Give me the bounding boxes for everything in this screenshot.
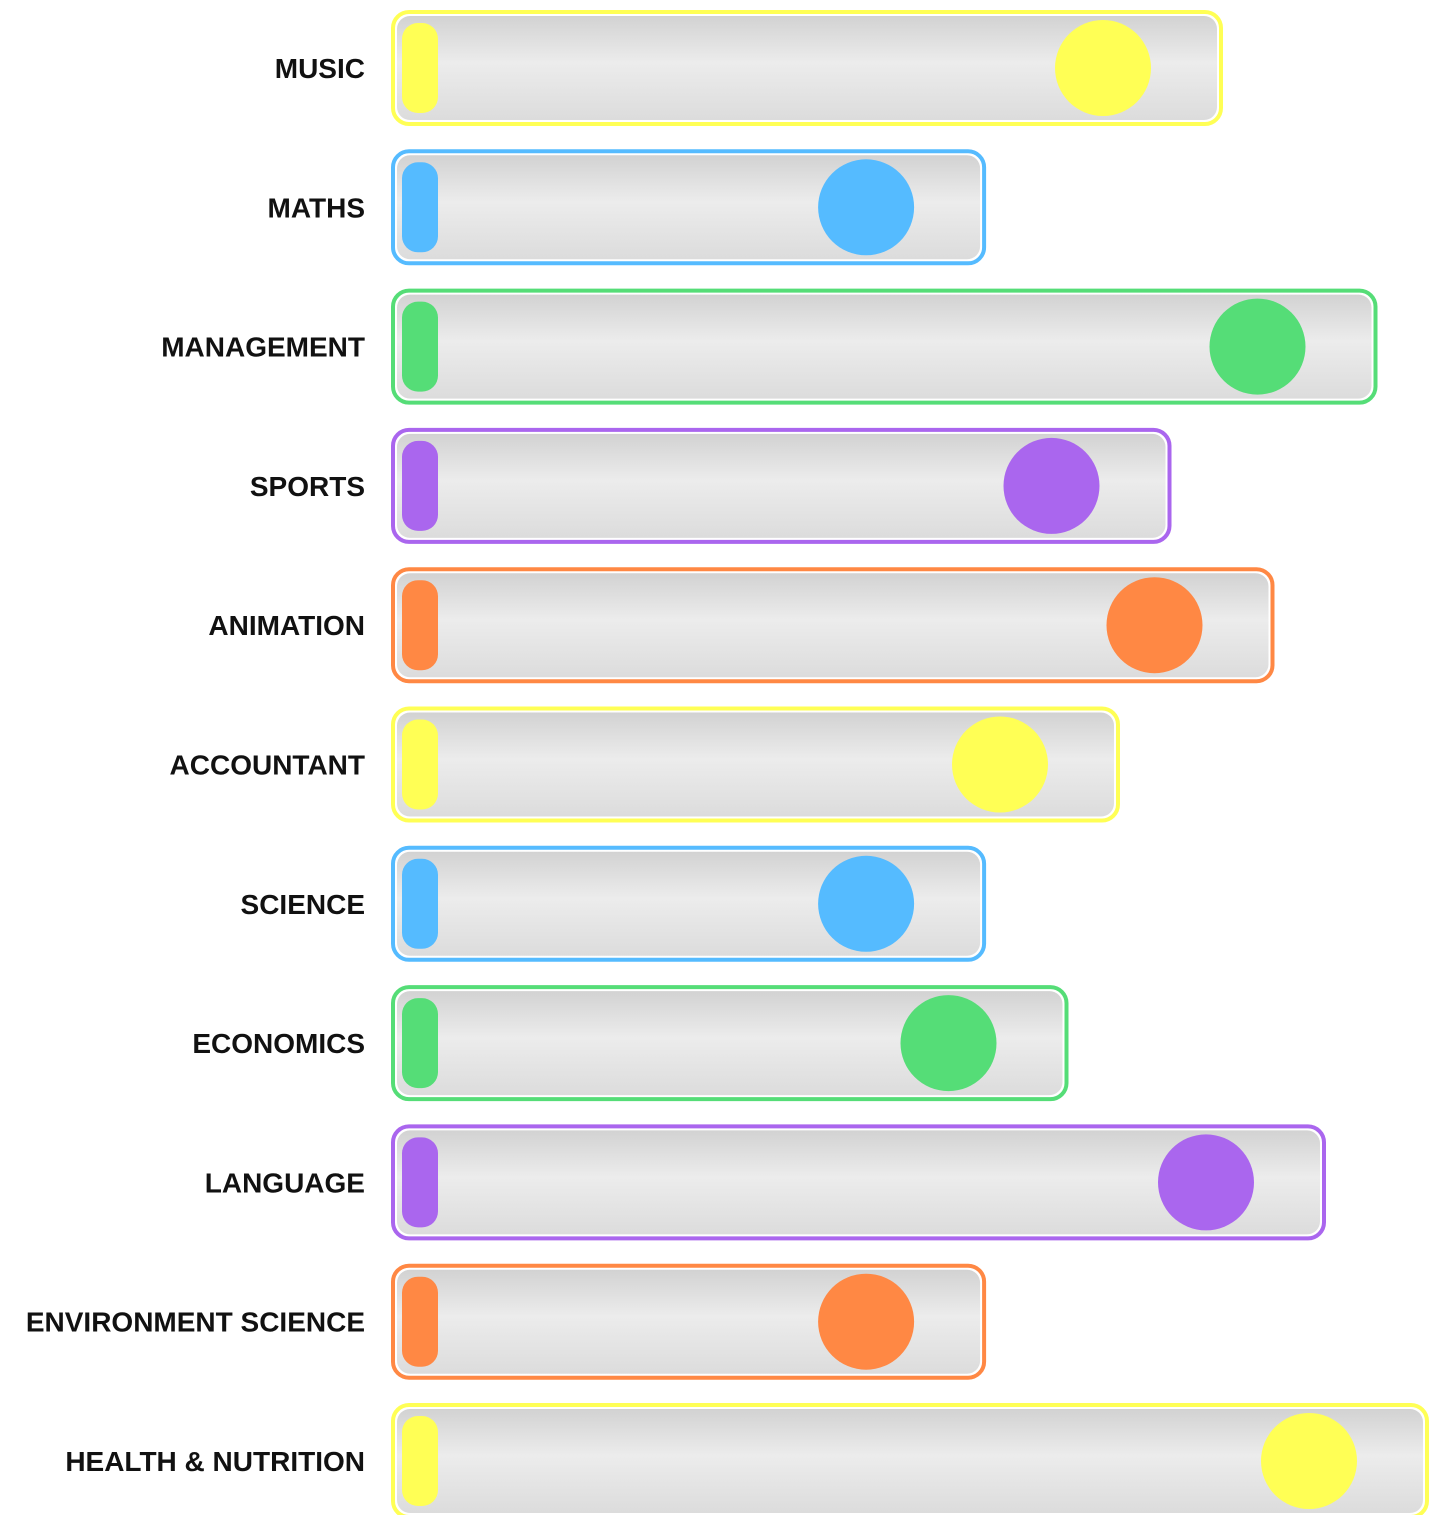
bar-row: SPORTS xyxy=(250,427,1172,544)
category-label: MATHS xyxy=(268,192,365,223)
bar-row: SCIENCE xyxy=(241,845,987,962)
bar-track xyxy=(397,1409,1423,1513)
category-label: ANIMATION xyxy=(208,610,365,641)
bar-row: HEALTH & NUTRITION xyxy=(65,1403,1429,1515)
bar-value-dot xyxy=(952,716,1048,813)
bar-start-cap xyxy=(402,1416,438,1506)
bar-start-cap xyxy=(402,162,438,253)
bar-value-dot xyxy=(1261,1413,1357,1509)
bar-track xyxy=(397,16,1217,120)
bar-value-dot xyxy=(818,855,915,952)
bar-row: MUSIC xyxy=(275,10,1223,126)
bar-start-cap xyxy=(402,998,438,1089)
bar-start-cap xyxy=(402,1137,438,1228)
bar-value-dot xyxy=(1055,20,1151,116)
bar-row: MANAGEMENT xyxy=(161,288,1378,405)
bar-value-dot xyxy=(1158,1134,1254,1231)
bar-row: MATHS xyxy=(268,149,987,266)
bar-track xyxy=(397,1130,1320,1235)
category-label: MUSIC xyxy=(275,53,365,84)
bar-start-cap xyxy=(402,301,438,392)
bar-track xyxy=(397,712,1114,817)
bar-value-dot xyxy=(818,1273,915,1370)
bar-row: ANIMATION xyxy=(208,567,1275,684)
bar-start-cap xyxy=(402,580,438,671)
chart-rows: MUSIC MATHS MANAGEMENT SPORTS ANIMATION ACCOU… xyxy=(26,10,1429,1515)
bar-value-dot xyxy=(1209,298,1306,395)
category-label: ACCOUNTANT xyxy=(170,750,365,781)
bar-start-cap xyxy=(402,719,438,810)
bar-value-dot xyxy=(1106,577,1203,674)
bar-value-dot xyxy=(818,159,915,256)
category-label: HEALTH & NUTRITION xyxy=(65,1446,365,1477)
bar-start-cap xyxy=(402,440,438,531)
bar-value-dot xyxy=(900,995,997,1092)
bar-row: ECONOMICS xyxy=(192,985,1069,1102)
bar-start-cap xyxy=(402,1276,438,1367)
bar-track xyxy=(397,573,1269,678)
bar-track xyxy=(397,294,1372,399)
category-label: MANAGEMENT xyxy=(161,332,365,363)
category-label: ENVIRONMENT SCIENCE xyxy=(26,1307,365,1338)
category-label: ECONOMICS xyxy=(192,1028,365,1059)
category-label: LANGUAGE xyxy=(205,1167,365,1198)
bar-start-cap xyxy=(402,858,438,949)
bar-row: ACCOUNTANT xyxy=(170,706,1120,823)
bar-row: ENVIRONMENT SCIENCE xyxy=(26,1263,987,1380)
category-label: SPORTS xyxy=(250,471,365,502)
category-label: SCIENCE xyxy=(241,889,365,920)
bar-value-dot xyxy=(1003,437,1100,534)
bar-start-cap xyxy=(402,23,438,113)
bar-row: LANGUAGE xyxy=(205,1124,1326,1241)
bar-track xyxy=(397,433,1166,538)
bar-track xyxy=(397,991,1063,1096)
